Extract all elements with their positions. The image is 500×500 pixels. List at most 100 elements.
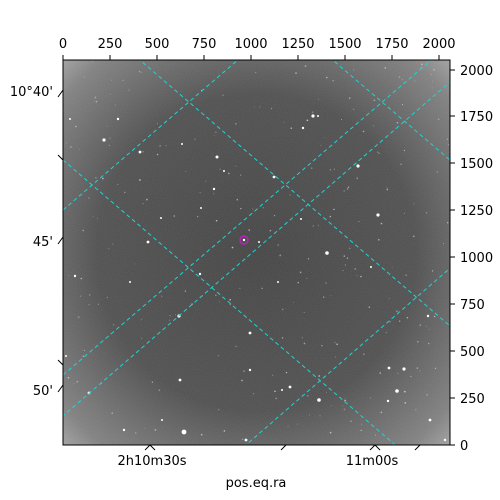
faint-star — [425, 211, 428, 214]
faint-star — [229, 303, 231, 306]
faint-star — [342, 405, 344, 407]
faint-star — [83, 349, 86, 351]
faint-star — [396, 310, 398, 313]
right-pixel-axis: 0 250 500 750 1000 1250 1500 1750 2000 — [450, 64, 493, 454]
star — [317, 398, 321, 402]
faint-star — [401, 104, 404, 106]
faint-star — [404, 402, 407, 404]
grid-line — [245, 267, 450, 445]
faint-star — [139, 152, 141, 154]
grid-line — [63, 60, 239, 211]
faint-star — [109, 93, 111, 95]
faint-star — [66, 142, 67, 144]
x-tick-label: 2000 — [422, 37, 455, 52]
faint-star — [419, 324, 422, 326]
faint-star — [431, 87, 433, 89]
faint-star — [415, 409, 417, 411]
top-pixel-axis: 0 250 500 750 1000 1250 1500 1750 2000 — [59, 37, 456, 60]
star — [116, 117, 120, 121]
star — [272, 175, 276, 179]
star-field — [63, 60, 450, 442]
faint-star — [412, 235, 415, 238]
faint-star — [360, 275, 362, 278]
star — [317, 115, 319, 117]
y-tick-label: 1500 — [460, 157, 493, 172]
faint-star — [235, 123, 237, 125]
faint-star — [438, 118, 440, 120]
ra-axis: 2h10m30s 11m00s pos.eq.ra — [117, 444, 421, 491]
faint-star — [329, 431, 332, 434]
x-tick-label: 500 — [145, 37, 170, 52]
faint-star — [142, 203, 144, 205]
faint-star — [344, 264, 346, 266]
faint-star — [363, 353, 365, 355]
faint-star — [429, 328, 431, 330]
star — [248, 331, 252, 335]
faint-star — [333, 168, 335, 170]
faint-star — [223, 430, 226, 432]
faint-star — [222, 94, 224, 96]
grid-line — [63, 159, 396, 445]
star — [248, 368, 252, 372]
faint-star — [252, 393, 255, 395]
faint-star — [156, 153, 159, 156]
faint-star — [388, 297, 390, 299]
star — [146, 240, 150, 244]
faint-star — [343, 408, 346, 411]
faint-star — [95, 177, 97, 179]
faint-star — [200, 433, 203, 436]
faint-star — [122, 79, 124, 82]
faint-star — [334, 341, 336, 344]
faint-star — [321, 344, 323, 347]
star — [198, 272, 202, 276]
faint-star — [185, 171, 187, 173]
faint-star — [396, 121, 399, 124]
faint-star — [299, 271, 302, 274]
faint-star — [368, 306, 371, 309]
star — [428, 418, 432, 422]
star — [300, 218, 302, 220]
faint-star — [330, 405, 332, 407]
faint-star — [146, 198, 148, 201]
faint-star — [336, 343, 338, 346]
faint-star — [96, 218, 98, 220]
faint-star — [76, 380, 79, 383]
faint-star — [236, 198, 239, 201]
x-tick-label: 0 — [59, 37, 67, 52]
faint-star — [273, 214, 276, 217]
star — [181, 429, 187, 435]
faint-star — [303, 311, 305, 313]
faint-star — [111, 412, 113, 415]
faint-star — [380, 222, 383, 225]
faint-star — [376, 151, 379, 154]
faint-star — [213, 193, 215, 195]
x-tick-label: 250 — [98, 37, 123, 52]
faint-star — [287, 425, 289, 427]
faint-star — [333, 208, 335, 211]
faint-star — [165, 145, 167, 147]
faint-star — [446, 221, 449, 224]
faint-star — [261, 287, 263, 290]
faint-star — [405, 274, 407, 276]
target-marker — [239, 235, 249, 245]
star — [387, 366, 391, 370]
star — [244, 438, 248, 442]
faint-star — [379, 372, 381, 374]
y-tick-label: 750 — [460, 298, 485, 313]
faint-star — [362, 130, 365, 133]
faint-star — [161, 295, 163, 297]
faint-star — [360, 423, 363, 425]
star — [426, 314, 430, 318]
faint-star — [389, 321, 391, 323]
faint-star — [140, 337, 143, 339]
faint-star — [306, 277, 308, 280]
faint-star — [346, 257, 349, 259]
ra-tick-label: 2h10m30s — [117, 454, 186, 469]
star — [443, 438, 447, 442]
faint-star — [67, 376, 70, 379]
faint-star — [144, 427, 146, 429]
faint-star — [332, 79, 334, 82]
star — [402, 367, 406, 371]
